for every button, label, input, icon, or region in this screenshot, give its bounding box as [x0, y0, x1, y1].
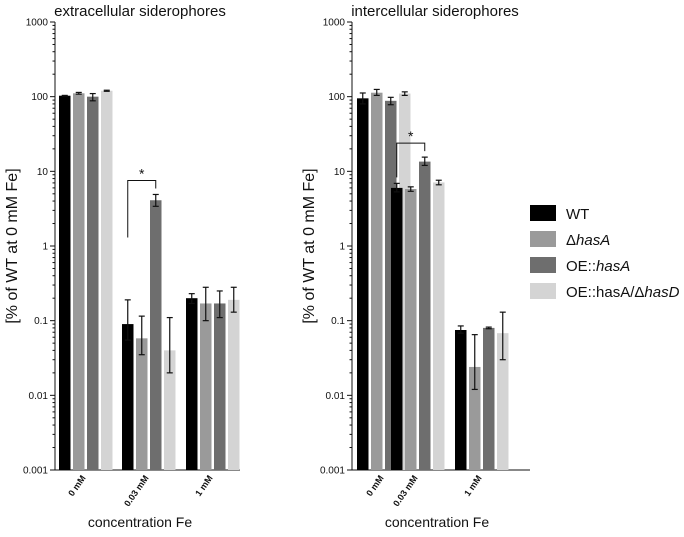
y-tick-label: 1000 [26, 18, 49, 29]
legend-swatch [530, 231, 556, 247]
bar [405, 188, 417, 470]
bar [87, 96, 99, 471]
legend-swatch [530, 205, 556, 221]
bar [200, 303, 212, 470]
chart-panel-2: intercellular siderophores [% of WT at 0 … [301, 3, 530, 530]
bar [399, 93, 411, 470]
bar [433, 182, 445, 470]
x-axis-label: concentration Fe [385, 514, 489, 530]
chart-title: extracellular siderophores [54, 3, 226, 20]
y-axis-label: [% of WT at 0 mM Fe] [4, 168, 21, 323]
chart-title: intercellular siderophores [351, 3, 519, 20]
bar [136, 338, 148, 470]
bar [214, 303, 226, 470]
bar [150, 200, 162, 470]
y-tick-label: 0.01 [29, 391, 49, 402]
legend-swatch [530, 283, 556, 299]
y-tick-label: 10 [334, 167, 346, 178]
bar [59, 95, 71, 470]
bar [357, 98, 369, 471]
y-tick-label: 0.01 [326, 391, 346, 402]
legend-label-prefix: OE::hasA/Δ [566, 284, 644, 301]
y-tick-label: 0.001 [23, 466, 48, 477]
chart-panel-1: extracellular siderophores [% of WT at 0 … [4, 3, 240, 530]
legend-label-italic: hasD [644, 284, 679, 301]
x-tick-label: 0 mM [364, 473, 385, 498]
bar [122, 324, 134, 470]
legend-label-prefix: Δ [566, 232, 576, 249]
bar [371, 92, 383, 470]
x-tick-label: 0.03 mM [391, 473, 420, 508]
bar [228, 299, 240, 470]
bar [497, 333, 509, 470]
significance-bracket [396, 142, 426, 178]
y-tick-label: 1000 [323, 18, 346, 29]
bar [164, 350, 176, 470]
y-tick-label: 100 [31, 92, 48, 103]
legend-label: OE::hasA/ΔhasD [566, 284, 680, 301]
bar [469, 366, 481, 470]
y-tick-label: 1 [42, 242, 48, 253]
bar [391, 187, 403, 470]
x-tick-label: 0.03 mM [122, 473, 151, 508]
bar [385, 100, 397, 471]
bar [186, 298, 198, 470]
significance-asterisk: * [139, 165, 145, 181]
y-tick-label: 0.1 [331, 316, 345, 327]
y-tick-label: 1 [339, 242, 345, 253]
x-axis-label: concentration Fe [88, 514, 192, 530]
y-tick-label: 0.001 [320, 466, 345, 477]
y-tick-label: 10 [37, 167, 49, 178]
bar [73, 93, 85, 470]
y-axis-label: [% of WT at 0 mM Fe] [301, 168, 318, 323]
legend-label: OE::hasA [566, 258, 630, 275]
x-tick-label: 1 mM [462, 473, 483, 498]
significance-asterisk: * [408, 128, 414, 144]
bar [455, 329, 467, 470]
x-tick-label: 1 mM [193, 473, 214, 498]
legend-swatch [530, 257, 556, 273]
legend-label: WT [566, 206, 589, 223]
legend-label-italic: hasA [596, 258, 630, 275]
y-tick-label: 0.1 [34, 316, 48, 327]
bar [101, 90, 113, 471]
bar [419, 161, 431, 470]
legend-label-rest: WT [566, 206, 589, 223]
legend-label-prefix: OE:: [566, 258, 596, 275]
bar [483, 327, 495, 470]
x-tick-label: 0 mM [66, 473, 87, 498]
legend-label-italic: hasA [576, 232, 610, 249]
significance-bracket [127, 179, 157, 238]
legend-label: ΔhasA [566, 232, 610, 249]
y-tick-label: 100 [328, 92, 345, 103]
